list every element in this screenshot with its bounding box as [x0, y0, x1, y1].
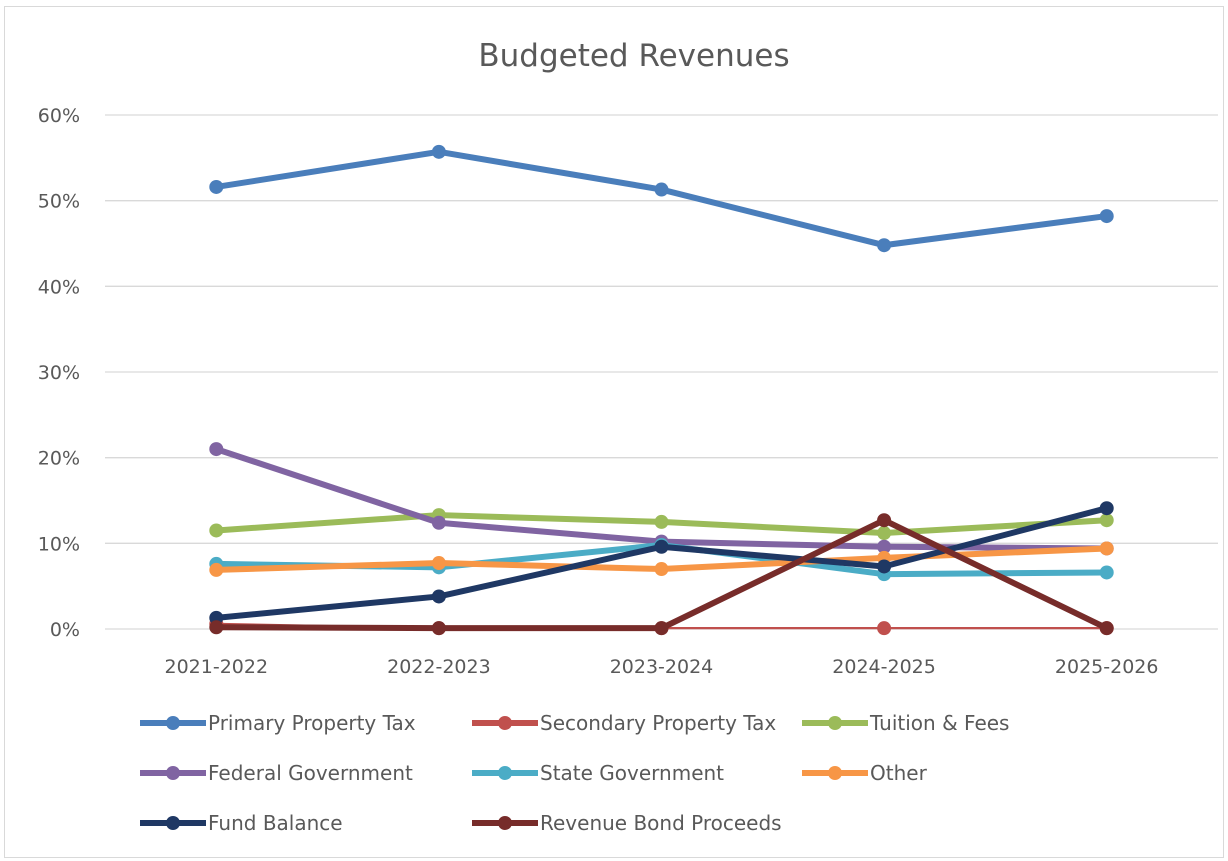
legend-item: Fund Balance — [140, 811, 343, 835]
data-point — [1099, 501, 1114, 516]
x-tick-label: 2021-2022 — [165, 656, 269, 678]
data-point — [654, 621, 669, 636]
legend-item: Primary Property Tax — [140, 711, 416, 735]
legend-swatch-marker — [166, 816, 180, 830]
y-tick-label: 30% — [38, 362, 80, 384]
data-point — [431, 556, 446, 571]
y-tick-label: 50% — [38, 191, 80, 213]
data-point — [654, 182, 669, 197]
legend-swatch-marker — [498, 716, 512, 730]
legend-label: Secondary Property Tax — [540, 711, 776, 735]
legend-label: State Government — [540, 761, 724, 785]
x-tick-label: 2022-2023 — [387, 656, 491, 678]
series-0 — [209, 144, 1114, 253]
chart-area — [4, 6, 1224, 858]
x-tick-label: 2024-2025 — [832, 656, 936, 678]
legend-swatch-marker — [498, 766, 512, 780]
legend-label: Revenue Bond Proceeds — [540, 811, 782, 835]
legend-swatch-marker — [166, 766, 180, 780]
data-point — [877, 526, 892, 541]
y-tick-label: 20% — [38, 448, 80, 470]
y-tick-label: 40% — [38, 276, 80, 298]
data-point — [209, 179, 224, 194]
data-point — [1099, 621, 1114, 636]
legend-item: State Government — [472, 761, 724, 785]
data-point — [209, 620, 224, 635]
data-point — [431, 515, 446, 530]
data-point — [877, 559, 892, 574]
y-tick-label: 60% — [38, 105, 80, 127]
chart-title: Budgeted Revenues — [478, 38, 789, 74]
data-point — [654, 562, 669, 577]
data-point — [431, 144, 446, 159]
legend-item: Revenue Bond Proceeds — [472, 811, 782, 835]
data-point — [877, 539, 892, 554]
legend: Primary Property Tax Secondary Property T… — [140, 711, 1009, 835]
legend-item: Federal Government — [140, 761, 413, 785]
legend-swatch-marker — [498, 816, 512, 830]
y-tick-label: 10% — [38, 533, 80, 555]
legend-label: Fund Balance — [208, 811, 343, 835]
data-point — [1099, 513, 1114, 528]
data-point — [1099, 565, 1114, 580]
legend-item: Other — [802, 761, 928, 785]
data-point — [1099, 209, 1114, 224]
data-point — [431, 621, 446, 636]
legend-swatch-marker — [828, 766, 842, 780]
legend-label: Other — [870, 761, 928, 785]
y-tick-label: 0% — [50, 619, 80, 641]
data-point — [209, 523, 224, 538]
data-point — [877, 513, 892, 528]
data-point — [654, 539, 669, 554]
legend-swatch-marker — [828, 716, 842, 730]
legend-item: Tuition & Fees — [802, 711, 1009, 735]
legend-label: Federal Government — [208, 761, 413, 785]
data-point — [209, 562, 224, 577]
y-axis: 0% 10% 20% 30% 40% 50% 60% — [38, 105, 80, 641]
series-line — [213, 446, 1110, 552]
series-lines — [209, 144, 1114, 636]
legend-item: Secondary Property Tax — [472, 711, 776, 735]
data-point — [654, 514, 669, 529]
data-point — [431, 589, 446, 604]
legend-label: Primary Property Tax — [208, 711, 416, 735]
series-line — [213, 148, 1110, 249]
data-point — [877, 621, 892, 636]
data-point — [1099, 541, 1114, 556]
data-point — [877, 238, 892, 253]
x-tick-label: 2025-2026 — [1055, 656, 1159, 678]
x-tick-label: 2023-2024 — [610, 656, 714, 678]
data-point — [209, 442, 224, 457]
x-axis: 2021-2022 2022-2023 2023-2024 2024-2025 2025… — [165, 656, 1159, 678]
legend-swatch-marker — [166, 716, 180, 730]
legend-label: Tuition & Fees — [869, 711, 1009, 735]
series-7 — [209, 513, 1114, 636]
